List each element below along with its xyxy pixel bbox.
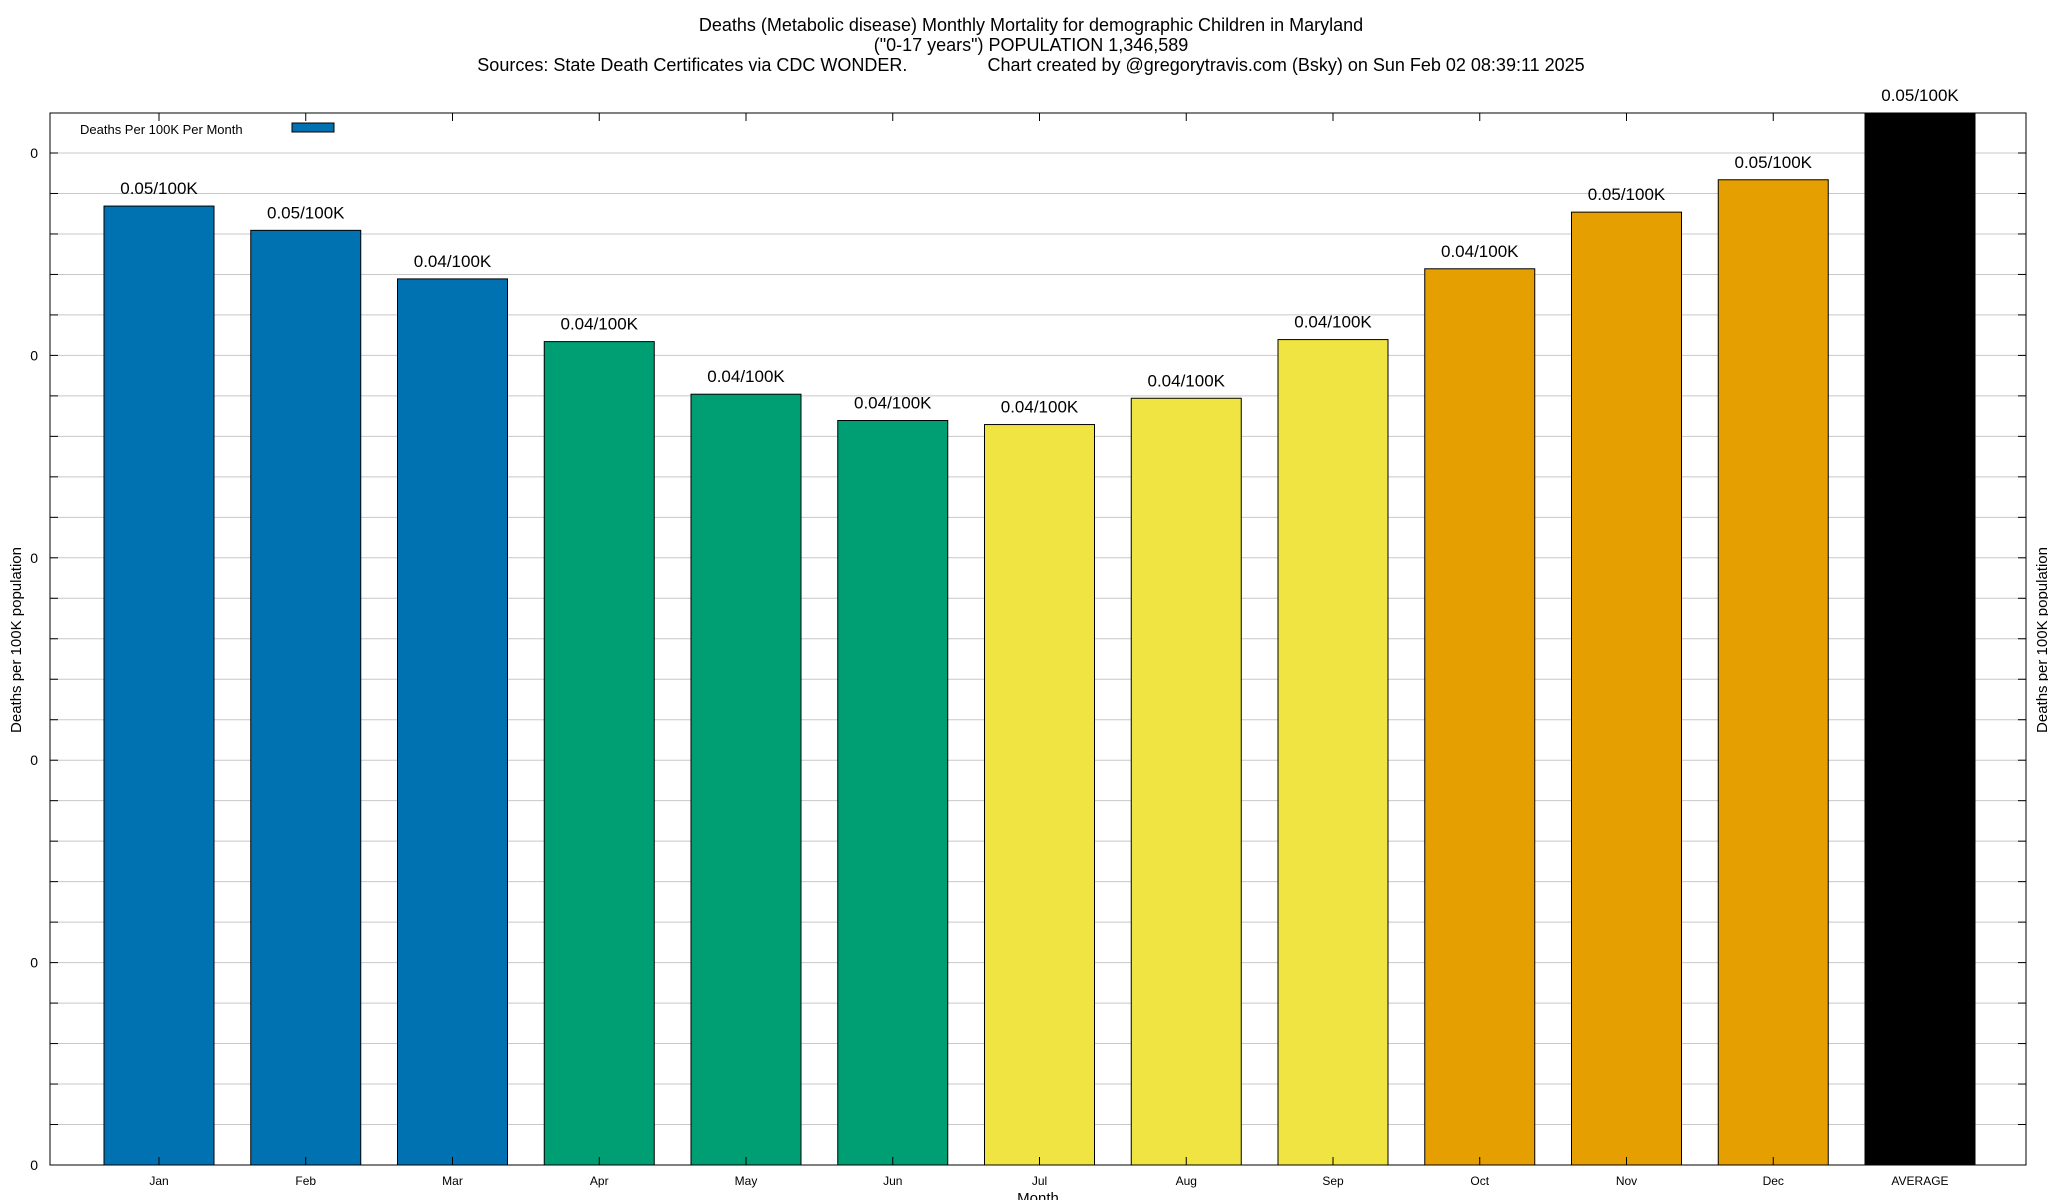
x-tick-label: Jul xyxy=(1032,1174,1047,1188)
bar-value-label: 0.04/100K xyxy=(1001,398,1079,417)
x-tick-label: Jan xyxy=(149,1174,168,1188)
title-line-2: ("0-17 years") POPULATION 1,346,589 xyxy=(874,35,1189,55)
y-axis-label-right: Deaths per 100K population xyxy=(2034,547,2048,733)
y-tick-label: 0 xyxy=(30,347,38,363)
x-tick-label: Feb xyxy=(295,1174,316,1188)
bar-oct xyxy=(1424,268,1536,1166)
y-tick-label: 0 xyxy=(30,955,38,971)
legend-swatch xyxy=(291,122,335,133)
title-line-1: Deaths (Metabolic disease) Monthly Morta… xyxy=(699,15,1363,35)
x-axis-ticks: Jan Feb Mar Apr May Jun Jul Aug Sep Oct Nov Dec AVER… xyxy=(149,113,1949,1188)
y-axis-label-left: Deaths per 100K population xyxy=(8,547,25,733)
x-tick-label: Oct xyxy=(1470,1174,1489,1188)
title-line-3: Sources: State Death Certificates via CD… xyxy=(477,55,1584,75)
bar-value-label: 0.05/100K xyxy=(1734,153,1812,172)
bar-aug xyxy=(1130,397,1242,1166)
x-axis-label: Month xyxy=(1017,1190,1059,1200)
bars xyxy=(103,112,1976,1166)
bar-may xyxy=(690,393,802,1166)
x-tick-label: Dec xyxy=(1763,1174,1784,1188)
x-tick-label: Sep xyxy=(1322,1174,1344,1188)
chart-title: Deaths (Metabolic disease) Monthly Morta… xyxy=(477,15,1584,75)
bar-value-label: 0.04/100K xyxy=(414,252,492,271)
bar-value-label: 0.04/100K xyxy=(707,367,785,386)
bar-nov xyxy=(1571,211,1682,1166)
legend-label: Deaths Per 100K Per Month xyxy=(80,122,243,137)
x-tick-label: Nov xyxy=(1616,1174,1637,1188)
bar-mar xyxy=(397,278,508,1166)
x-tick-label: AVERAGE xyxy=(1891,1174,1948,1188)
bar-value-label: 0.04/100K xyxy=(1294,313,1372,332)
x-tick-label: Apr xyxy=(590,1174,609,1188)
bar-jan xyxy=(103,205,215,1166)
bar-labels: 0.05/100K 0.05/100K 0.04/100K 0.04/100K 0.04… xyxy=(120,86,1959,417)
bar-value-label: 0.04/100K xyxy=(1147,371,1225,390)
y-tick-label: 0 xyxy=(30,752,38,768)
bar-value-label: 0.05/100K xyxy=(1588,185,1666,204)
x-tick-label: Aug xyxy=(1176,1174,1197,1188)
bar-sep xyxy=(1277,339,1389,1166)
y-tick-label: 0 xyxy=(30,1157,38,1173)
bar-dec xyxy=(1717,179,1829,1166)
x-tick-label: Jun xyxy=(883,1174,902,1188)
legend: Deaths Per 100K Per Month xyxy=(80,122,335,137)
bar-value-label: 0.05/100K xyxy=(120,179,198,198)
bar-average xyxy=(1864,112,1976,1166)
plot-frame xyxy=(49,112,2027,1166)
x-tick-label: May xyxy=(735,1174,758,1188)
y-tick-label: 0 xyxy=(30,145,38,161)
bar-value-label: 0.05/100K xyxy=(267,203,345,222)
bar-apr xyxy=(543,341,655,1166)
y-tick-label: 0 xyxy=(30,550,38,566)
bar-value-label: 0.04/100K xyxy=(854,394,932,413)
bar-value-label: 0.05/100K xyxy=(1881,86,1959,105)
bar-value-label: 0.04/100K xyxy=(560,315,638,334)
x-tick-label: Mar xyxy=(442,1174,463,1188)
bar-feb xyxy=(250,229,362,1166)
bar-value-label: 0.04/100K xyxy=(1441,242,1519,261)
bar-jun xyxy=(837,420,949,1166)
bar-jul xyxy=(984,424,1095,1166)
